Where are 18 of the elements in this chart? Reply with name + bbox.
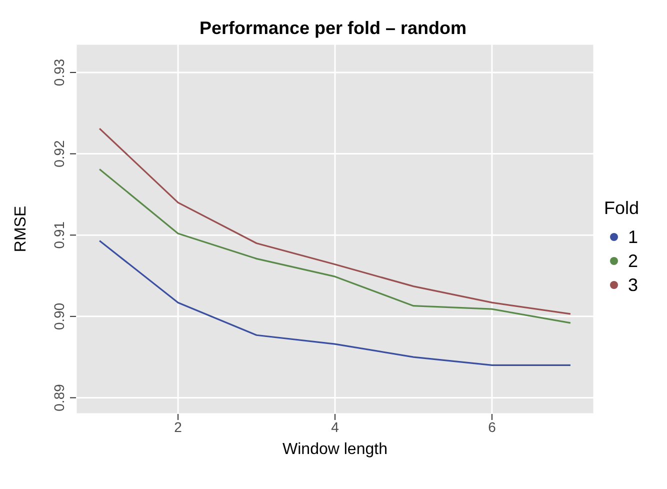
line-series — [98, 240, 572, 366]
y-axis-title: RMSE — [12, 206, 30, 252]
x-axis-title: Window length — [282, 441, 388, 458]
y-tick-label: 0.90 — [51, 302, 67, 330]
line-series — [98, 128, 572, 315]
legend-label: 3 — [628, 274, 638, 296]
legend-label: 2 — [628, 250, 638, 272]
x-tick-label: 4 — [331, 418, 340, 435]
y-tick-label: 0.92 — [51, 140, 67, 168]
y-tick-label: 0.93 — [51, 58, 67, 86]
legend-title: Fold — [604, 198, 640, 219]
x-tick-label: 6 — [488, 418, 496, 435]
chart-title: Performance per fold – random — [198, 18, 468, 39]
legend-label: 1 — [628, 226, 638, 248]
y-tick-label: 0.89 — [51, 384, 67, 412]
x-tick-label: 2 — [174, 418, 182, 435]
line-series — [98, 168, 572, 324]
y-tick-label: 0.91 — [51, 221, 67, 249]
